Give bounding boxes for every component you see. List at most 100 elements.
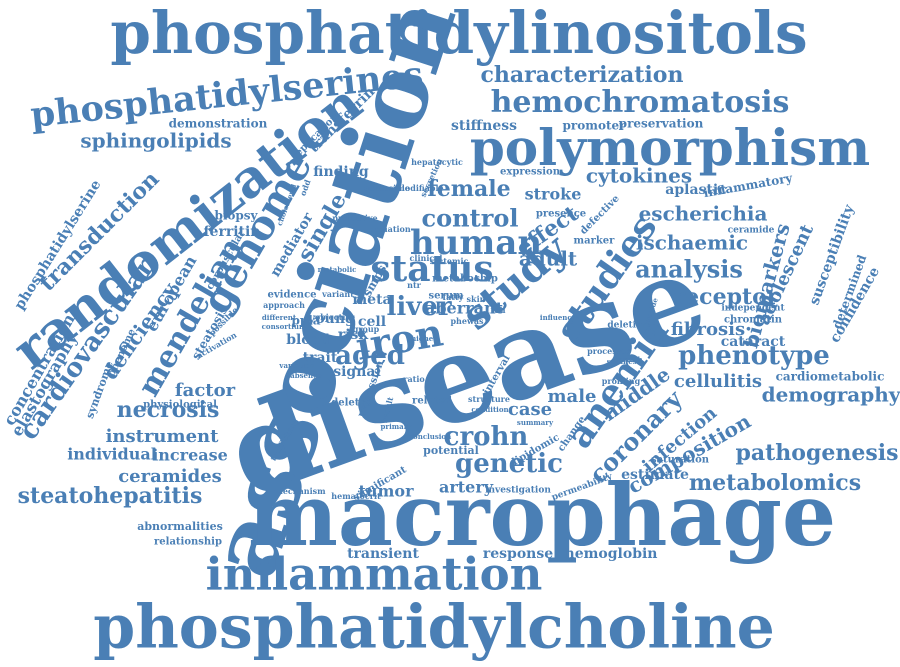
cloud-word-liver: liver [386, 292, 451, 322]
cloud-word-aberrant: aberrant [425, 299, 504, 318]
cloud-word-young: young [306, 311, 355, 327]
cloud-word-relationship: relationship [154, 537, 222, 548]
cloud-word-consortium: consortium [262, 322, 307, 331]
cloud-word-presence: presence [536, 209, 586, 220]
cloud-word-variation: variation [278, 361, 314, 370]
cloud-word-factor: factor [175, 380, 236, 401]
cloud-word-sphingolipids: sphingolipids [80, 129, 231, 153]
cloud-word-health: health [617, 355, 642, 364]
cloud-word-case: case [508, 399, 552, 420]
cloud-word-different: different [262, 313, 297, 322]
cloud-word-skin: skin [467, 294, 486, 304]
cloud-word-mechanism: mechanism [274, 486, 326, 496]
cloud-word-coli: coli [372, 351, 387, 360]
cloud-word-abnormalities: abnormalities [137, 520, 223, 533]
cloud-word-structure: structure [468, 394, 510, 404]
cloud-word-risk: risk [338, 327, 369, 343]
cloud-word-tumor: tumor [358, 482, 414, 501]
cloud-word-related: related [412, 396, 452, 407]
cloud-word-potential: potential [423, 444, 479, 457]
cloud-word-serum: serum [428, 291, 464, 302]
cloud-word-ntr: ntr [407, 280, 422, 290]
cloud-word-cataract: cataract [721, 334, 786, 350]
cloud-word-metabolic: metabolic [318, 265, 357, 274]
cloud-word-macrophage: macrophage [248, 466, 836, 566]
cloud-word-stroke: stroke [525, 185, 582, 204]
cloud-word-pathogenesis: pathogenesis [736, 440, 899, 466]
cloud-word-hematocrit: hematocrit [331, 491, 381, 501]
cloud-word-modifiable: modifiable [396, 183, 443, 193]
cloud-word-ceramides: ceramides [118, 466, 222, 487]
cloud-word-condition: condition [471, 405, 508, 414]
cloud-word-investigation: investigation [485, 486, 551, 496]
cloud-word-female: female [427, 176, 510, 202]
cloud-word-aged: aged [335, 341, 405, 371]
cloud-word-absence: absence [290, 371, 322, 380]
cloud-word-higher: higher [411, 334, 437, 343]
cloud-word-stiffness: stiffness [451, 118, 517, 134]
cloud-word-inflammation: inflammation [206, 548, 543, 601]
cloud-word-phosphatidylcholine: phosphatidylcholine [93, 593, 775, 663]
cloud-word-individual: individual [67, 445, 157, 464]
cloud-word-metabolomics: metabolomics [689, 470, 861, 496]
cloud-word-physiological: physiological [143, 400, 217, 411]
cloud-word-aplastic: aplastic [665, 182, 726, 198]
cloud-word-objective: objective [315, 312, 355, 322]
cloud-word-response: response [483, 546, 553, 562]
cloud-word-trait: trait [303, 350, 338, 366]
cloud-word-ratio: ratio [403, 374, 425, 384]
cloud-word-cellulitis: cellulitis [674, 371, 762, 392]
cloud-word-primary: primary [381, 422, 413, 431]
cloud-word-estimate: estimate [621, 467, 689, 483]
cloud-word-polymorphism: polymorphism [470, 118, 870, 177]
cloud-word-hemochromatosis: hemochromatosis [491, 85, 790, 120]
cloud-word-finding: finding [313, 164, 369, 180]
cloud-word-influence: influence [540, 313, 577, 322]
cloud-word-cytokines: cytokines [586, 164, 692, 188]
cloud-word-meta: meta [352, 292, 391, 308]
cloud-word-synthesis: synthesis [607, 357, 643, 366]
cloud-word-deleted: deleted [331, 398, 373, 409]
cloud-word-hemoglobin: hemoglobin [565, 546, 658, 562]
cloud-word-demonstration: demonstration [169, 117, 268, 131]
cloud-word-blood: blood [286, 332, 330, 348]
cloud-word-summary: summary [517, 418, 554, 427]
cloud-word-control: control [422, 204, 519, 233]
cloud-word-cardiometabolic: cardiometabolic [776, 370, 885, 384]
cloud-word-approach: approach [263, 300, 305, 310]
cloud-word-phewas: phewas [450, 316, 484, 326]
cloud-word-biopsy: biopsy [214, 209, 258, 223]
cloud-word-status: status [370, 248, 493, 290]
cloud-word-independent: independent [721, 304, 785, 314]
cloud-word-analysis: analysis [635, 255, 743, 284]
cloud-word-fibrosis: fibrosis [671, 319, 745, 340]
cloud-word-processes: processes [587, 346, 631, 356]
cloud-word-necrosis: necrosis [117, 397, 220, 423]
cloud-word-phenotype: phenotype [678, 341, 830, 371]
cloud-word-cell: cell [358, 314, 386, 330]
cloud-word-clinical: clinical [410, 253, 443, 263]
cloud-word-hepatocytic: hepatocytic [411, 157, 463, 167]
cloud-word-ischaemic: ischaemic [636, 231, 748, 255]
cloud-word-transient: transient [347, 546, 419, 562]
cloud-word-fatty: fatty [443, 292, 464, 302]
cloud-word-ceramide: ceramide [728, 226, 775, 236]
cloud-word-artery: artery [439, 478, 494, 497]
cloud-word-metabochip: metabochip [432, 274, 498, 285]
cloud-word-systemic: systemic [430, 256, 469, 266]
cloud-word-variant: variant [321, 289, 354, 299]
cloud-word-protective: protective [332, 213, 377, 223]
cloud-word-deviation: deviation [369, 224, 411, 234]
cloud-word-adult: adult [519, 247, 578, 271]
cloud-word-human: human [410, 223, 542, 263]
cloud-word-instrument: instrument [106, 426, 220, 447]
cloud-word-increase: increase [152, 446, 228, 465]
cloud-word-phosphatidylinositols: phosphatidylinositols [110, 0, 807, 67]
cloud-word-demography: demography [762, 383, 900, 407]
cloud-word-genetic: genetic [455, 449, 563, 479]
cloud-word-promoter: promoter [563, 119, 627, 133]
cloud-word-male: male [548, 386, 597, 407]
cloud-word-escherichia: escherichia [639, 202, 768, 226]
cloud-word-signal: signal [333, 364, 381, 380]
